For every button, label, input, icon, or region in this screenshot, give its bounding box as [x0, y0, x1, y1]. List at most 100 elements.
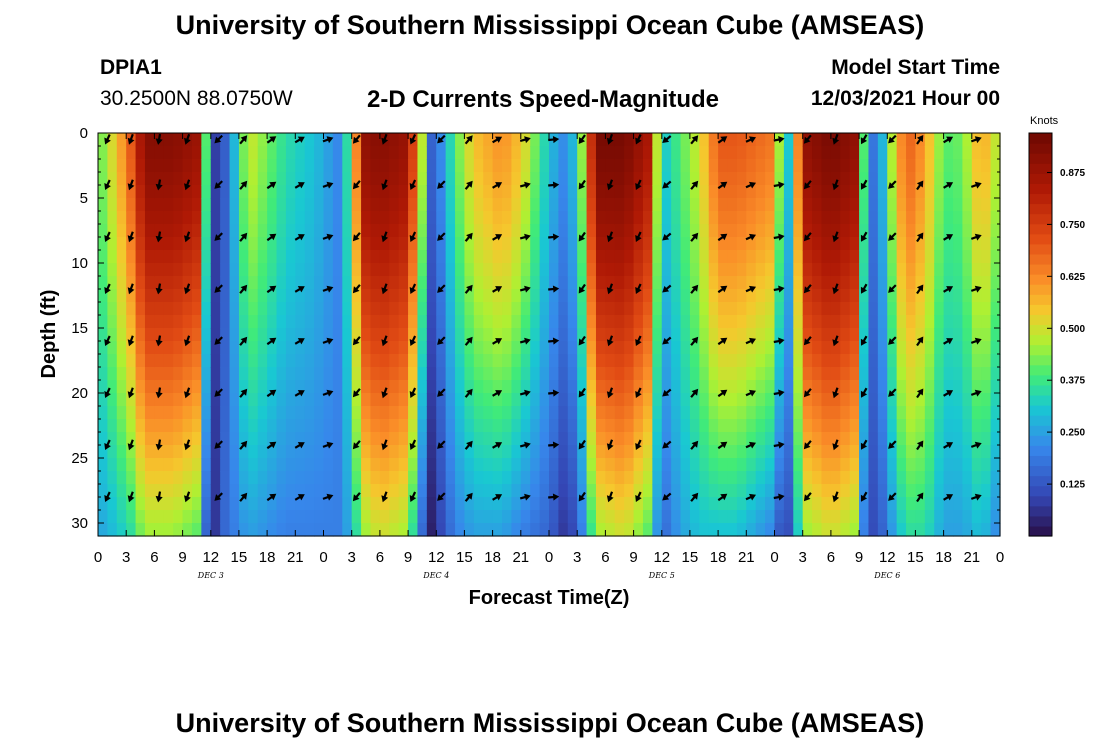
heatmap-cell — [530, 159, 541, 173]
heatmap-cell — [502, 185, 513, 199]
heatmap-cell — [539, 172, 550, 186]
heatmap-cell — [652, 367, 663, 381]
heatmap-cell — [436, 484, 447, 498]
heatmap-cell — [163, 328, 174, 342]
heatmap-cell — [671, 250, 682, 264]
heatmap-cell — [257, 185, 268, 199]
heatmap-cell — [614, 146, 625, 160]
heatmap-cell — [511, 159, 522, 173]
heatmap-cell — [934, 289, 945, 303]
colorbar-segment — [1029, 425, 1052, 436]
heatmap-cell — [98, 224, 108, 238]
heatmap-cell — [661, 380, 672, 394]
heatmap-cell — [98, 250, 108, 264]
heatmap-cell — [577, 302, 588, 316]
heatmap-cell — [633, 393, 644, 407]
colorbar-tick-label: 0.625 — [1060, 272, 1085, 283]
heatmap-cell — [830, 224, 841, 238]
heatmap-cell — [332, 302, 343, 316]
colorbar-segment — [1029, 394, 1052, 406]
heatmap-cell — [718, 458, 729, 472]
heatmap-cell — [962, 510, 973, 524]
heatmap-cell — [793, 419, 804, 433]
heatmap-cell — [436, 185, 447, 199]
heatmap-cell — [793, 263, 804, 277]
current-vector-arrow — [943, 286, 954, 293]
heatmap-cell — [361, 198, 372, 212]
heatmap-cell — [689, 224, 700, 238]
heatmap-cell — [812, 224, 823, 238]
heatmap-cell — [577, 419, 588, 433]
heatmap-cell — [549, 354, 559, 368]
heatmap-cell — [502, 523, 513, 537]
heatmap-cell — [642, 458, 653, 472]
heatmap-cell — [567, 185, 578, 199]
heatmap-cell — [877, 237, 888, 251]
heatmap-cell — [426, 185, 437, 199]
heatmap-cell — [267, 185, 278, 199]
heatmap-cell — [135, 419, 146, 433]
heatmap-cell — [464, 393, 475, 407]
heatmap-cell — [295, 328, 306, 342]
heatmap-cell — [727, 250, 738, 264]
heatmap-cell — [962, 497, 973, 511]
current-vector-arrow — [717, 441, 728, 450]
heatmap-cell — [154, 146, 165, 160]
heatmap-cell — [116, 510, 127, 524]
heatmap-cell — [323, 159, 334, 173]
current-vector-arrow — [184, 335, 191, 347]
heatmap-cell — [934, 159, 945, 173]
heatmap-cell — [671, 172, 682, 186]
heatmap-cell — [661, 198, 672, 212]
heatmap-cell — [708, 276, 719, 290]
heatmap-cell — [257, 497, 268, 511]
heatmap-cell — [680, 523, 691, 537]
heatmap-cell — [896, 224, 907, 238]
heatmap-cell — [624, 263, 635, 277]
heatmap-cell — [389, 328, 400, 342]
heatmap-cell — [98, 471, 108, 485]
current-vector-arrow — [860, 335, 868, 346]
heatmap-cell — [577, 341, 588, 355]
heatmap-cell — [257, 419, 268, 433]
heatmap-cell — [342, 341, 353, 355]
heatmap-cell — [840, 263, 851, 277]
heatmap-cell — [755, 315, 766, 329]
x-tick-label: 9 — [629, 549, 637, 566]
heatmap-cell — [98, 367, 108, 381]
heatmap-cell — [727, 354, 738, 368]
heatmap-cell — [783, 289, 794, 303]
heatmap-cell — [746, 523, 757, 537]
heatmap-cell — [633, 172, 644, 186]
current-vector-arrow — [690, 180, 699, 190]
heatmap-cell — [755, 146, 766, 160]
heatmap-cell — [934, 133, 945, 147]
heatmap-cell — [783, 328, 794, 342]
heatmap-cell — [577, 289, 588, 303]
heatmap-cell — [483, 237, 494, 251]
heatmap-cell — [877, 198, 888, 212]
heatmap-cell — [473, 211, 484, 225]
heatmap-cell — [520, 471, 531, 485]
heatmap-cell — [586, 133, 597, 147]
heatmap-cell — [323, 471, 334, 485]
heatmap-cell — [793, 315, 804, 329]
heatmap-cell — [633, 211, 644, 225]
heatmap-cell — [144, 484, 155, 498]
heatmap-cell — [483, 354, 494, 368]
heatmap-cell — [774, 302, 785, 316]
heatmap-cell — [295, 497, 306, 511]
heatmap-cell — [408, 393, 419, 407]
heatmap-cell — [727, 510, 738, 524]
heatmap-cell — [342, 224, 353, 238]
heatmap-cell — [821, 458, 832, 472]
heatmap-cell — [962, 445, 973, 459]
heatmap-cell — [473, 432, 484, 446]
heatmap-cell — [943, 250, 954, 264]
heatmap-cell — [370, 263, 381, 277]
heatmap-cell — [464, 419, 475, 433]
heatmap-cell — [464, 510, 475, 524]
heatmap-cell — [812, 419, 823, 433]
heatmap-cell — [116, 185, 127, 199]
heatmap-cell — [642, 432, 653, 446]
